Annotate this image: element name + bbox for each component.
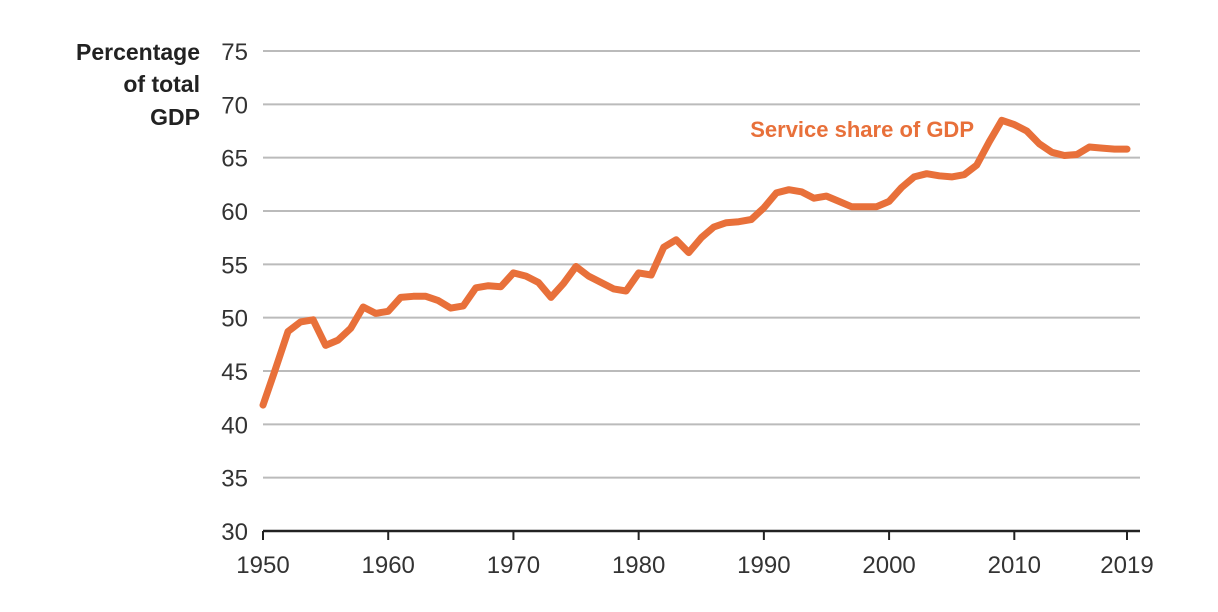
y-tick-label-50: 50 (221, 306, 248, 333)
y-tick-label-40: 40 (221, 412, 248, 439)
x-axis-ticks: 1950 1960 1970 1980 1990 2000 2010 2019 (236, 531, 1154, 579)
y-tick-label-65: 65 (221, 146, 248, 173)
y-axis-label-line-3: GDP (150, 104, 200, 130)
y-axis-label-line-1: Percentage (76, 39, 200, 65)
series-line-0 (259, 116, 1131, 409)
y-tick-label-30: 30 (221, 519, 248, 546)
gridlines (263, 50, 1140, 479)
y-tick-label-75: 75 (221, 39, 248, 66)
y-tick-label-70: 70 (221, 92, 248, 119)
series-group (259, 116, 1131, 409)
series-label-service-share: Service share of GDP (750, 117, 974, 142)
x-tick-label-1960: 1960 (362, 552, 415, 579)
x-tick-label-1990: 1990 (737, 552, 790, 579)
x-tick-label-1970: 1970 (487, 552, 540, 579)
y-tick-label-45: 45 (221, 359, 248, 386)
y-axis-label-line-2: of total (123, 71, 200, 97)
y-axis-ticks: 30 35 40 45 50 55 60 65 70 75 (221, 39, 248, 546)
x-tick-label-1980: 1980 (612, 552, 665, 579)
x-tick-label-2000: 2000 (862, 552, 915, 579)
y-tick-label-60: 60 (221, 199, 248, 226)
x-tick-label-2010: 2010 (988, 552, 1041, 579)
y-tick-label-55: 55 (221, 252, 248, 279)
y-tick-label-35: 35 (221, 466, 248, 493)
x-tick-label-2019: 2019 (1100, 552, 1153, 579)
x-tick-label-1950: 1950 (236, 552, 289, 579)
